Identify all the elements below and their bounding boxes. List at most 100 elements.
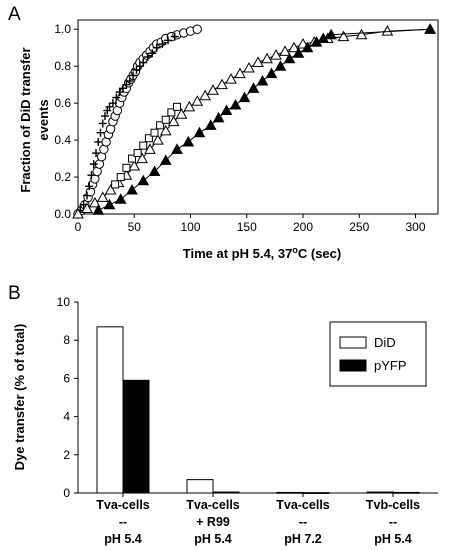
y-tick-label-2: 0.4 <box>54 133 71 147</box>
series-2-point-26 <box>288 41 300 53</box>
legend-label-did: DiD <box>374 335 396 350</box>
series-1-point-25 <box>152 43 161 52</box>
x-tick-label-6: 300 <box>405 220 425 234</box>
category-1-line-1: + R99 <box>196 515 230 529</box>
series-1-point-28 <box>170 32 179 41</box>
series-3-point-1 <box>116 173 125 182</box>
series-3-point-2 <box>122 163 131 172</box>
category-1-line-2: pH 5.4 <box>194 532 232 546</box>
series-2-point-17 <box>207 84 219 95</box>
series-2-point-23 <box>261 52 273 64</box>
series-1-point-24 <box>148 49 157 58</box>
series-1-point-2 <box>83 191 91 200</box>
series-2-point-32 <box>381 25 394 36</box>
series-3-point-4 <box>133 149 142 158</box>
series-1-point-9 <box>98 119 107 128</box>
series-2-point-31 <box>355 28 368 40</box>
series-4-point-19 <box>283 52 296 64</box>
series-2-point-7 <box>128 159 141 171</box>
series-1-point-14 <box>112 93 121 102</box>
series-2-triangle-open <box>72 23 436 219</box>
panel-b-legend: DiD pYFP <box>329 321 427 387</box>
series-1-point-8 <box>96 128 105 137</box>
y-tick-label-1: 0.2 <box>54 170 71 184</box>
b-y-tick-label-0: 0 <box>63 486 70 500</box>
panel-a-ylabel-line1: Fraction of DiD transfer <box>18 47 33 192</box>
series-2-point-24 <box>270 49 282 60</box>
series-2-point-2 <box>89 196 101 208</box>
bar-did-1 <box>186 479 214 494</box>
series-1-point-16 <box>119 84 127 93</box>
series-2-point-25 <box>279 45 291 56</box>
panel-b-ylabel: Dye transfer (% of total) <box>12 324 27 471</box>
bar-pyfp-1 <box>212 491 240 494</box>
series-1-plus <box>76 32 179 215</box>
series-4-point-23 <box>317 32 330 43</box>
panel-a-series <box>72 23 436 219</box>
bar-did-2 <box>276 491 304 494</box>
series-2-point-19 <box>225 73 237 84</box>
legend-swatch-did <box>339 336 367 349</box>
series-2-point-20 <box>234 67 246 79</box>
bar-pyfp-0 <box>122 379 150 494</box>
series-1-point-10 <box>101 112 109 121</box>
series-4-point-15 <box>247 82 260 93</box>
category-3-line-1: -- <box>389 515 397 529</box>
series-4-point-0 <box>92 204 105 215</box>
panel-a-xlabel: Time at pH 5.4, 37oC (sec) <box>183 245 341 261</box>
series-3-point-10 <box>167 108 176 117</box>
y-tick-label-3: 0.6 <box>54 96 71 110</box>
b-y-tick-label-4: 8 <box>63 333 70 347</box>
category-2-line-1: -- <box>299 515 307 529</box>
series-2-point-18 <box>216 78 228 90</box>
series-1-point-3 <box>85 182 94 191</box>
panel-a-xlabel-tail: C (sec) <box>298 246 341 261</box>
series-1-point-26 <box>158 40 167 49</box>
category-0-line-2: pH 5.4 <box>104 532 142 546</box>
category-0-line-1: -- <box>119 515 127 529</box>
series-2-point-11 <box>159 124 172 136</box>
series-4-point-2 <box>114 193 127 204</box>
series-1-point-4 <box>87 171 96 180</box>
panel-b-label: B <box>8 283 21 304</box>
legend-swatch-pyfp <box>339 359 367 372</box>
series-2-point-14 <box>183 100 196 112</box>
series-2-point-13 <box>175 108 188 119</box>
series-4-point-12 <box>220 104 233 116</box>
series-3-point-6 <box>144 134 153 143</box>
bar-did-0 <box>96 326 124 494</box>
panel-a-plot-frame <box>77 19 439 215</box>
panel-a-xlabel-main: Time at pH 5.4, 37 <box>183 246 293 261</box>
series-2-point-15 <box>191 95 204 106</box>
series-1-point-17 <box>122 80 131 89</box>
series-3-square <box>111 102 181 189</box>
series-3-point-11 <box>173 102 181 111</box>
category-2-line-0: Tva-cells <box>276 498 330 512</box>
series-4-point-5 <box>148 165 161 177</box>
series-3-point-3 <box>128 154 136 163</box>
series-2-point-3 <box>96 191 109 202</box>
series-4-point-8 <box>182 135 195 147</box>
series-4-point-6 <box>159 154 172 165</box>
panel-a-label: A <box>8 4 21 25</box>
y-tick-label-0: 0.0 <box>54 207 71 221</box>
series-2-point-8 <box>136 152 148 164</box>
series-4-point-3 <box>126 183 138 195</box>
series-1-point-22 <box>139 58 148 67</box>
series-4-point-25 <box>424 23 436 34</box>
category-1-line-0: Tva-cells <box>186 498 240 512</box>
series-3-point-5 <box>139 141 148 150</box>
series-2-point-1 <box>81 202 93 213</box>
panel-b-category-labels: Tva-cells -- pH 5.4 Tva-cells + R99 pH 5.4 Tva… <box>96 493 420 546</box>
series-4-point-16 <box>256 74 269 86</box>
series-0-point-38 <box>192 24 202 34</box>
x-tick-label-4: 200 <box>293 220 313 234</box>
series-3-point-9 <box>161 115 170 124</box>
legend-label-pyfp: pYFP <box>374 358 407 373</box>
series-4-point-11 <box>212 111 225 123</box>
series-0-circle <box>73 24 202 219</box>
x-tick-label-2: 100 <box>180 220 200 234</box>
bar-did-3 <box>366 491 394 494</box>
bar-pyfp-3 <box>392 491 420 494</box>
series-4-point-4 <box>137 174 150 186</box>
